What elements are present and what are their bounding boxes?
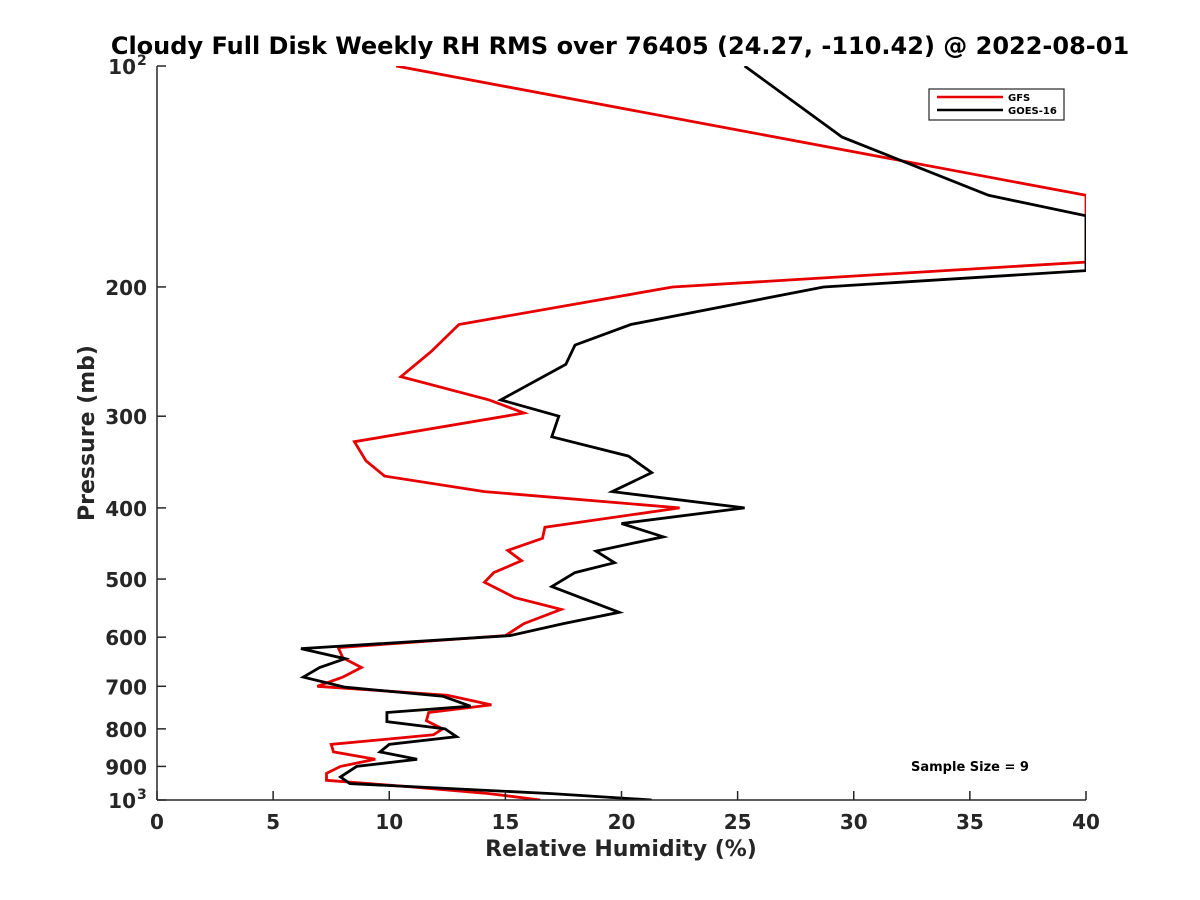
y-tick-label: 200 [105,276,147,300]
y-tick-label: 800 [105,718,147,742]
x-tick-label: 5 [266,810,280,834]
y-tick-label: 300 [105,405,147,429]
chart-title: Cloudy Full Disk Weekly RH RMS over 7640… [111,32,1129,60]
plot-area [157,66,1086,800]
x-tick-label: 35 [956,810,984,834]
x-tick-label: 10 [375,810,403,834]
y-tick-label: 10 [108,789,136,813]
legend: GFS GOES-16 [928,88,1065,121]
legend-label-gfs: GFS [1008,93,1030,104]
x-axis-ticks: 0 5 10 15 20 25 30 35 40 [150,791,1100,834]
x-tick-label: 30 [840,810,868,834]
series-line-gfs [316,66,1086,800]
x-axis-label: Relative Humidity (%) [485,837,757,862]
y-tick-label: 900 [105,755,147,779]
x-tick-label: 20 [608,810,636,834]
series-line-goes16 [299,66,1086,800]
y-tick-label: 600 [105,626,147,650]
x-tick-label: 25 [724,810,752,834]
y-axis-label: Pressure (mb) [75,345,100,521]
y-tick-label: 500 [105,568,147,592]
y-tick-label: 400 [105,497,147,521]
series-layer [299,66,1086,800]
x-tick-label: 0 [150,810,164,834]
legend-box [928,88,1065,121]
y-tick-label: 700 [105,675,147,699]
x-tick-label: 40 [1072,810,1100,834]
x-tick-label: 15 [491,810,519,834]
legend-label-goes16: GOES-16 [1008,106,1057,117]
y-tick-label: 10 [108,55,136,79]
sample-size-annotation: Sample Size = 9 [911,760,1029,775]
y-tick-exponent: 2 [137,53,147,69]
y-tick-exponent: 3 [137,787,147,803]
